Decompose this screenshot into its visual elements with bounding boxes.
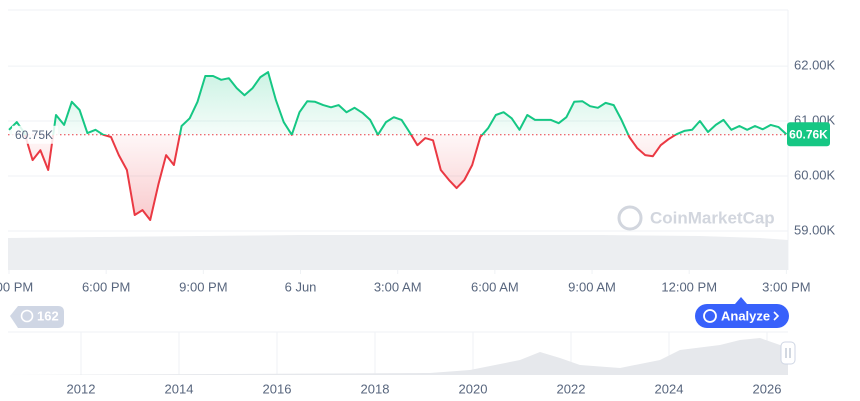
- x-tick-label: 6:00 AM: [471, 279, 519, 294]
- baseline-label: 60.75K: [15, 128, 53, 142]
- price-badge-label: 60.76K: [789, 127, 828, 141]
- y-tick-label: 62.00K: [794, 58, 836, 73]
- watermark-text: CoinMarketCap: [650, 208, 775, 227]
- navigator: 2012 2014 2016 2018 2020 2022 2024 2026: [8, 331, 796, 396]
- plot: 60.75K: [8, 71, 788, 221]
- navigator-year: 2024: [655, 381, 684, 396]
- price-area: [9, 72, 787, 220]
- navigator-year: 2026: [753, 381, 782, 396]
- analyze-button[interactable]: Analyze: [695, 297, 789, 328]
- navigator-area: [8, 338, 788, 375]
- history-icon: [20, 309, 34, 323]
- x-tick-label: 3:00 PM: [762, 279, 810, 294]
- button-pointer: [735, 297, 747, 304]
- x-tick-label: 9:00 PM: [179, 279, 227, 294]
- watermark: CoinMarketCap: [617, 205, 775, 231]
- history-badge[interactable]: 162: [10, 306, 64, 328]
- navigator-year: 2022: [557, 381, 586, 396]
- analyze-chevron: [773, 311, 780, 321]
- x-tick-label: 9:00 AM: [568, 279, 616, 294]
- x-tick-label: 6 Jun: [285, 279, 317, 294]
- volume-area: [8, 235, 788, 270]
- navigator-year: 2016: [263, 381, 292, 396]
- baseline-label-bg: [12, 125, 58, 144]
- navigator-year: 2014: [165, 381, 194, 396]
- history-count[interactable]: 162: [37, 308, 59, 323]
- analyze-icon: [703, 309, 717, 323]
- x-tick-label: 3:00 AM: [374, 279, 422, 294]
- analyze-label[interactable]: Analyze: [721, 308, 770, 323]
- x-tick-label: 3:00 PM: [0, 279, 33, 294]
- x-tick-label: 12:00 PM: [661, 279, 717, 294]
- analyze-bg[interactable]: [695, 304, 789, 328]
- navigator-handle[interactable]: [780, 341, 796, 365]
- navigator-year: 2020: [459, 381, 488, 396]
- watermark-logo: [617, 205, 643, 231]
- price-badge: [787, 122, 830, 147]
- y-tick-label: 59.00K: [794, 222, 836, 237]
- y-tick-label: 60.00K: [794, 167, 836, 182]
- x-tick-label: 6:00 PM: [82, 279, 130, 294]
- navigator-year: 2012: [67, 381, 96, 396]
- navigator-year: 2018: [361, 381, 390, 396]
- price-line: [8, 71, 788, 221]
